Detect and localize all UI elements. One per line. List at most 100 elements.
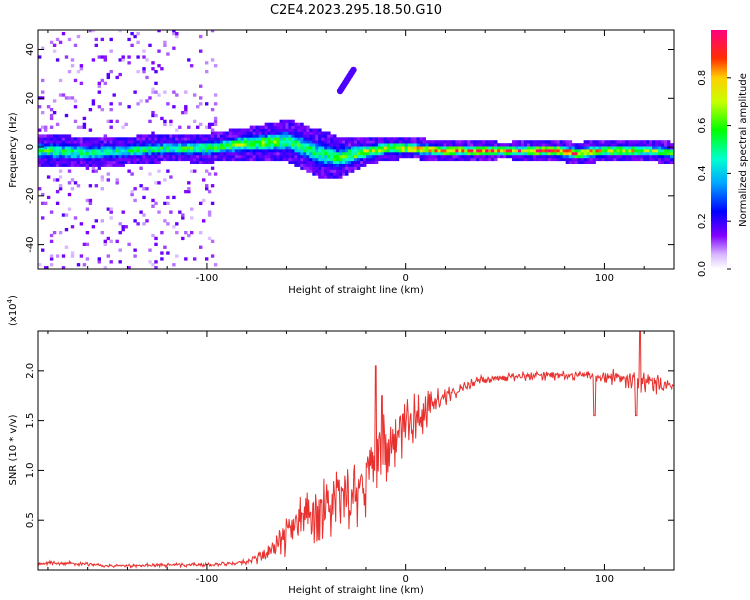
- heatmap-cell: [243, 151, 248, 156]
- heatmap-cell: [148, 172, 152, 176]
- heatmap-cell: [106, 236, 110, 241]
- heatmap-cell: [199, 122, 203, 126]
- heatmap-cell: [526, 143, 531, 147]
- heatmap-cell: [97, 90, 101, 94]
- heatmap-cell: [58, 140, 63, 144]
- heatmap-cell: [315, 154, 319, 159]
- heatmap-cell: [595, 154, 599, 159]
- heatmap-cell: [467, 149, 471, 153]
- heatmap-cell: [342, 137, 346, 141]
- heatmap-cell: [163, 137, 167, 141]
- heatmap-cell: [118, 149, 122, 153]
- heatmap-cell: [518, 140, 522, 144]
- heatmap-cell: [121, 210, 125, 214]
- heatmap-cell: [41, 163, 45, 167]
- heatmap-cell: [538, 151, 543, 156]
- heatmap-cell: [327, 149, 331, 153]
- heatmap-cell: [324, 131, 328, 135]
- heatmap-cell: [133, 248, 137, 252]
- heatmap-cell: [443, 157, 447, 162]
- heatmap-cell: [312, 140, 316, 144]
- heatmap-cell: [324, 172, 328, 176]
- heatmap-cell: [589, 154, 593, 159]
- heatmap-cell: [425, 151, 429, 156]
- heatmap-cell: [363, 157, 367, 162]
- heatmap-cell: [586, 140, 590, 144]
- heatmap-cell: [374, 143, 379, 147]
- heatmap-cell: [288, 149, 292, 153]
- heatmap-cell: [210, 30, 215, 33]
- heatmap-cell: [124, 225, 128, 229]
- heatmap-cell: [327, 143, 331, 147]
- heatmap-cell: [458, 154, 462, 159]
- heatmap-cell: [142, 154, 146, 159]
- heatmap-cell: [166, 157, 170, 162]
- heatmap-cell: [82, 154, 87, 159]
- heatmap-cell: [70, 251, 75, 255]
- heatmap-cell: [130, 151, 134, 156]
- heatmap-cell: [243, 149, 248, 153]
- heatmap-cell: [643, 143, 647, 147]
- heatmap-cell: [258, 140, 262, 144]
- heatmap-cell: [243, 128, 248, 132]
- heatmap-cell: [306, 146, 310, 150]
- heatmap-cell: [365, 137, 370, 141]
- heatmap-cell: [279, 154, 283, 159]
- heatmap-cell: [255, 149, 259, 153]
- heatmap-cell: [61, 213, 66, 217]
- heatmap-cell: [255, 131, 259, 135]
- heatmap-cell: [333, 149, 337, 153]
- heatmap-cell: [276, 137, 280, 141]
- heatmap-cell: [580, 149, 584, 153]
- heatmap-cell: [175, 140, 179, 144]
- heatmap-cell: [142, 149, 146, 153]
- heatmap-cell: [258, 125, 262, 129]
- heatmap-cell: [121, 228, 125, 232]
- heatmap-cell: [243, 137, 248, 141]
- heatmap-cell: [41, 160, 45, 164]
- heatmap-cell: [136, 137, 140, 141]
- heatmap-cell: [324, 149, 328, 153]
- heatmap-cell: [637, 140, 641, 144]
- heatmap-cell: [91, 225, 96, 229]
- heatmap-cell: [228, 128, 233, 132]
- heatmap-cell: [324, 134, 328, 138]
- heatmap-cell: [526, 149, 531, 153]
- heatmap-cell: [237, 154, 242, 159]
- heatmap-cell: [175, 146, 179, 150]
- heatmap-cell: [532, 149, 537, 153]
- heatmap-cell: [354, 154, 358, 159]
- heatmap-cell: [410, 146, 415, 150]
- heatmap-cell: [196, 134, 200, 138]
- heatmap-cell: [613, 140, 617, 144]
- heatmap-cell: [518, 146, 522, 150]
- heatmap-cell: [494, 157, 498, 162]
- heatmap-cell: [52, 140, 57, 144]
- heatmap-cell: [416, 149, 420, 153]
- heatmap-cell: [76, 137, 81, 141]
- heatmap-cell: [55, 122, 60, 126]
- heatmap-cell: [339, 157, 343, 162]
- heatmap-cell: [333, 175, 337, 179]
- heatmap-cell: [512, 154, 516, 159]
- heatmap-cell: [79, 137, 84, 141]
- heatmap-spur-point: [350, 66, 357, 74]
- heatmap-cell: [345, 154, 349, 159]
- heatmap-cell: [377, 137, 382, 141]
- heatmap-cell: [523, 146, 528, 150]
- heatmap-cell: [46, 105, 51, 109]
- heatmap-cell: [285, 143, 289, 147]
- heatmap-cell: [222, 131, 227, 135]
- heatmap-cell: [294, 146, 298, 150]
- heatmap-cell: [234, 154, 239, 159]
- heatmap-cell: [175, 137, 179, 141]
- heatmap-cell: [115, 119, 119, 123]
- heatmap-cell: [330, 169, 334, 173]
- heatmap-cell: [339, 172, 343, 176]
- heatmap-cell: [476, 143, 480, 147]
- heatmap-cell: [330, 166, 334, 170]
- heatmap-cell: [58, 187, 63, 191]
- heatmap-cell: [157, 93, 161, 97]
- heatmap-cell: [210, 131, 215, 135]
- heatmap-cell: [193, 154, 197, 159]
